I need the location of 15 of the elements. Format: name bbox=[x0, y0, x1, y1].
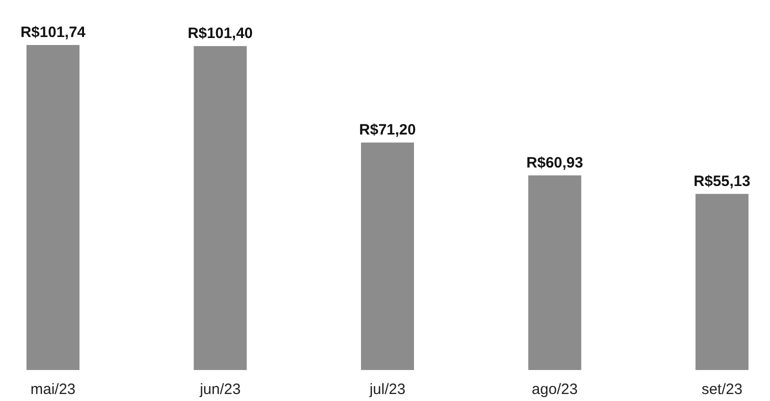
x-tick-label: jun/23 bbox=[198, 381, 241, 398]
data-label: R$101,40 bbox=[188, 25, 253, 42]
bar bbox=[696, 194, 748, 370]
data-label: R$60,93 bbox=[526, 154, 584, 172]
bar bbox=[361, 142, 414, 370]
x-tick-label: ago/23 bbox=[532, 381, 578, 398]
data-label: R$71,20 bbox=[359, 122, 416, 139]
x-tick-label: mai/23 bbox=[30, 381, 76, 398]
data-label: R$101,74 bbox=[20, 24, 86, 41]
x-tick-label: set/23 bbox=[702, 381, 742, 398]
data-label: R$55,13 bbox=[694, 172, 750, 190]
bar bbox=[194, 46, 247, 370]
bar bbox=[528, 175, 582, 370]
x-tick-label: jul/23 bbox=[368, 381, 406, 398]
bar bbox=[26, 45, 80, 370]
